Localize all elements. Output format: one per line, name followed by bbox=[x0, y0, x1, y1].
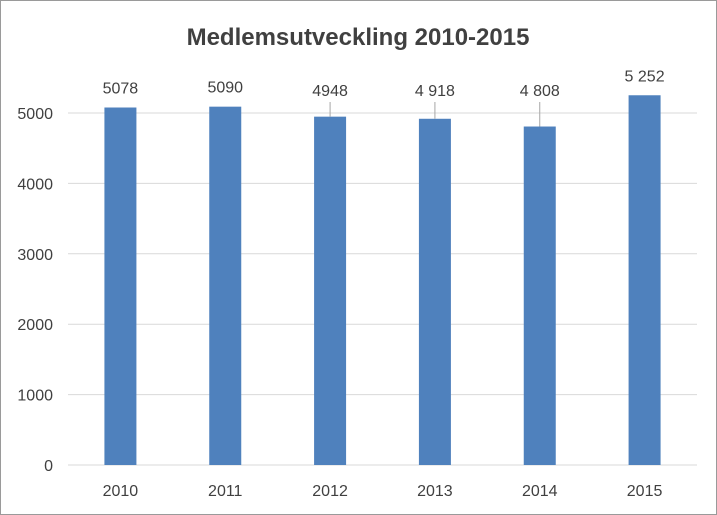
bar bbox=[104, 107, 137, 466]
bar bbox=[314, 116, 347, 465]
label-leader-lines bbox=[329, 102, 541, 127]
x-axis-ticks: 2010 2011 2012 2013 2014 2015 bbox=[103, 483, 663, 500]
bar bbox=[209, 106, 242, 465]
data-label: 4 918 bbox=[415, 83, 455, 100]
y-tick-label: 1000 bbox=[17, 388, 53, 405]
x-tick-label: 2013 bbox=[417, 483, 453, 500]
y-tick-label: 5000 bbox=[17, 106, 53, 123]
data-label: 4 808 bbox=[520, 83, 560, 100]
bar bbox=[628, 95, 661, 465]
y-axis-ticks: 0 1000 2000 3000 4000 5000 bbox=[17, 106, 53, 475]
bar bbox=[418, 118, 451, 465]
y-tick-label: 3000 bbox=[17, 247, 53, 264]
data-labels: 5078 5090 4948 4 918 4 808 5 252 bbox=[103, 68, 665, 100]
data-label: 5 252 bbox=[625, 68, 665, 85]
chart-title: Medlemsutveckling 2010-2015 bbox=[187, 24, 530, 51]
x-tick-label: 2011 bbox=[208, 483, 243, 500]
data-label: 4948 bbox=[312, 83, 348, 100]
data-label: 5090 bbox=[207, 80, 243, 97]
x-tick-label: 2012 bbox=[312, 483, 348, 500]
data-label: 5078 bbox=[103, 81, 139, 98]
y-tick-label: 2000 bbox=[17, 317, 53, 334]
x-tick-label: 2014 bbox=[522, 483, 558, 500]
y-tick-label: 4000 bbox=[17, 176, 53, 193]
bars bbox=[104, 95, 661, 466]
x-tick-label: 2010 bbox=[103, 483, 139, 500]
bar bbox=[523, 126, 556, 466]
y-tick-label: 0 bbox=[44, 458, 53, 475]
x-tick-label: 2015 bbox=[627, 483, 663, 500]
grid-lines bbox=[68, 112, 697, 466]
